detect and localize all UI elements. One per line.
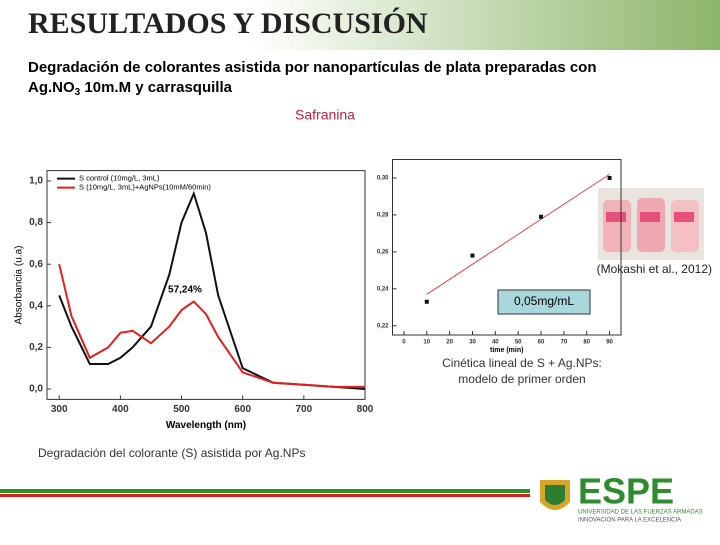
y-tick-label: 0,24 <box>377 286 389 292</box>
x-tick-label: 500 <box>173 404 190 415</box>
y-tick-label: 0,28 <box>377 212 389 218</box>
x-tick-label: 60 <box>538 340 545 346</box>
x-tick-label: 40 <box>492 340 499 346</box>
y-tick-label: 0,0 <box>29 384 43 395</box>
caption-right: modelo de primer orden <box>458 372 585 386</box>
x-tick-label: 50 <box>515 340 522 346</box>
series-line <box>58 190 366 390</box>
section-label: Safranina <box>295 107 355 123</box>
slide-title: RESULTADOS Y DISCUSIÓN <box>28 7 428 40</box>
caption-right: Cinética lineal de S + Ag.NPs: <box>442 356 602 370</box>
citation: (Mokashi et al., 2012) <box>597 262 712 276</box>
logo-sub: UNIVERSIDAD DE LAS FUERZAS ARMADAS <box>578 510 703 516</box>
y-tick-label: 1,0 <box>29 176 43 187</box>
subtitle-sub: 3 <box>75 87 81 98</box>
x-tick-label: 10 <box>423 340 430 346</box>
concentration: 0,05mg/mL <box>514 294 574 308</box>
logo: ESPE UNIVERSIDAD DE LAS FUERZAS ARMADAS … <box>540 471 703 524</box>
subtitle: Degradación de colorantes asistida por n… <box>28 59 597 76</box>
x-tick-label: 800 <box>357 404 374 415</box>
y-tick-label: 0,30 <box>377 176 389 182</box>
x-tick-label: 0 <box>402 340 406 346</box>
header-band <box>0 0 720 50</box>
x-tick-label: 30 <box>469 340 476 346</box>
plot-frame <box>46 170 366 400</box>
y-tick-label: 0,26 <box>377 249 389 255</box>
x-axis-label: Wavelength (nm) <box>166 420 246 431</box>
x-tick-label: 70 <box>561 340 568 346</box>
x-tick-label: 90 <box>606 340 613 346</box>
point <box>607 175 612 180</box>
subtitle: Ag.NO3 10m.M y carrasquilla <box>28 79 233 98</box>
y-axis-label: Absorbancia (u.a) <box>14 246 25 325</box>
point <box>539 214 544 219</box>
footer-bar <box>0 489 530 493</box>
series-line <box>58 263 365 388</box>
y-tick-label: 0,8 <box>29 217 43 228</box>
point <box>424 299 429 304</box>
x-tick-label: 600 <box>234 404 251 415</box>
x-axis-label: time (min) <box>490 347 523 354</box>
y-tick-label: 0,6 <box>29 259 43 270</box>
vials-photo <box>598 188 704 260</box>
y-tick-label: 0,4 <box>29 300 43 311</box>
logo-motto: INNOVACIÓN PARA LA EXCELENCIA <box>578 517 681 524</box>
point <box>470 253 475 258</box>
plot-frame <box>392 159 622 336</box>
x-tick-label: 300 <box>51 404 68 415</box>
x-tick-label: 80 <box>583 340 590 346</box>
y-tick-label: 0,22 <box>377 323 389 329</box>
x-tick-label: 400 <box>112 404 129 415</box>
y-tick-label: 0,2 <box>29 342 43 353</box>
logo-text: ESPE <box>578 471 674 512</box>
x-tick-label: 700 <box>296 404 313 415</box>
trend-line <box>426 173 610 295</box>
annotation: 57,24% <box>168 285 202 296</box>
caption-left: Degradación del colorante (S) asistida p… <box>38 446 305 460</box>
legend-label: S (10mg/L, 3mL)+AgNPs(10mM/60min) <box>79 183 211 192</box>
subtitle-part: 10m.M y carrasquilla <box>80 79 232 96</box>
subtitle-part: Ag.NO <box>28 79 75 96</box>
x-tick-label: 20 <box>446 340 453 346</box>
footer-bar <box>0 494 530 497</box>
legend-label: S control (10mg/L, 3mL) <box>79 174 160 183</box>
concentration-box <box>497 289 591 315</box>
